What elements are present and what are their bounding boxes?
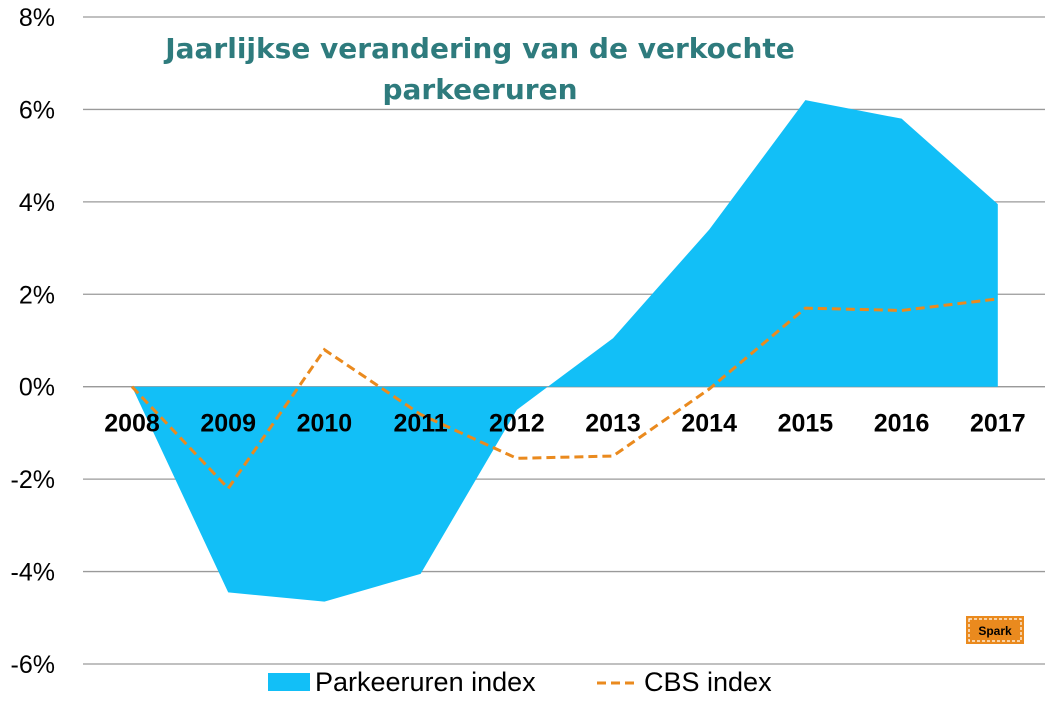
y-tick-label: -6% — [11, 651, 55, 679]
series-line-cbs-index — [130, 297, 998, 491]
y-tick-label: 4% — [19, 189, 55, 217]
chart-title-line-1: Jaarlijkse verandering van de verkochte — [163, 32, 795, 65]
legend: Parkeeruren index CBS index — [268, 667, 772, 697]
y-axis-ticks: -6% -4% -2% 0% 2% 4% 6% 8% — [11, 4, 55, 679]
legend-swatch-parkeeruren-index — [268, 673, 310, 691]
chart-title-line-2: parkeeruren — [382, 73, 577, 106]
x-tick-label: 2013 — [585, 410, 641, 438]
x-tick-label: 2008 — [104, 410, 160, 438]
spark-logo-text: Spark — [978, 624, 1012, 638]
legend-label-cbs-index: CBS index — [644, 667, 772, 697]
x-tick-label: 2010 — [297, 410, 353, 438]
x-tick-label: 2016 — [874, 410, 930, 438]
x-axis-ticks: 2008 2009 2010 2011 2012 2013 2014 2015 2016 2017 — [104, 410, 1025, 438]
y-tick-label: -2% — [11, 466, 55, 494]
x-tick-label: 2009 — [200, 410, 256, 438]
y-tick-label: 2% — [19, 281, 55, 309]
y-tick-label: 6% — [19, 96, 55, 124]
spark-logo: Spark — [966, 616, 1024, 644]
series-area-parkeeruren-index — [132, 100, 998, 602]
chart-title: Jaarlijkse verandering van de verkochte … — [163, 32, 795, 106]
y-tick-label: 0% — [19, 374, 55, 402]
x-tick-label: 2017 — [970, 410, 1026, 438]
spark-logo-border — [968, 618, 1022, 642]
y-tick-label: 8% — [19, 4, 55, 32]
point-cbs-index — [515, 457, 518, 460]
legend-label-parkeeruren-index: Parkeeruren index — [315, 667, 536, 697]
x-tick-label: 2011 — [393, 410, 447, 438]
x-tick-label: 2015 — [778, 410, 834, 438]
x-tick-label: 2014 — [681, 410, 737, 438]
spark-logo-badge — [966, 616, 1024, 644]
y-tick-label: -4% — [11, 559, 55, 587]
x-tick-label: 2012 — [489, 410, 545, 438]
point-cbs-index — [612, 455, 615, 458]
